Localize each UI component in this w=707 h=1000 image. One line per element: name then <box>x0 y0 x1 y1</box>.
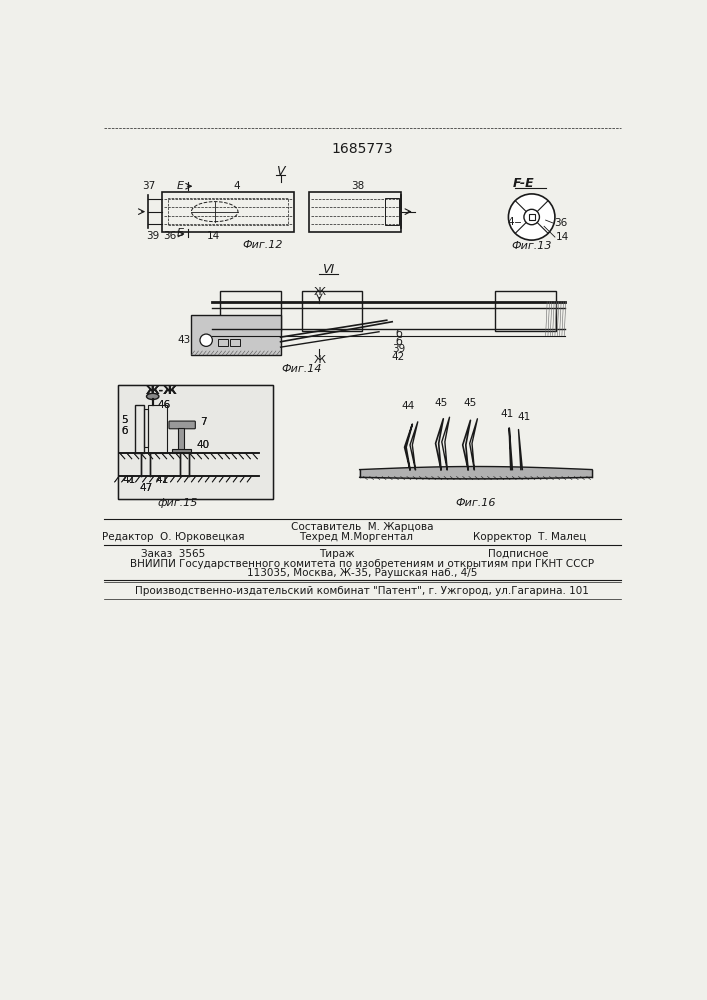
Bar <box>495 291 556 331</box>
Text: 41: 41 <box>501 409 513 419</box>
Bar <box>301 291 362 331</box>
Circle shape <box>508 194 555 240</box>
Bar <box>168 198 288 225</box>
Text: VI: VI <box>322 263 334 276</box>
Text: 43: 43 <box>178 335 191 345</box>
Text: 14: 14 <box>556 232 569 242</box>
Bar <box>135 405 144 453</box>
Bar <box>385 198 399 225</box>
Text: Редактор  О. Юрковецкая: Редактор О. Юрковецкая <box>103 532 245 542</box>
Text: б: б <box>395 329 402 339</box>
Text: 39: 39 <box>146 231 159 241</box>
Bar <box>192 315 281 355</box>
Text: фиг.15: фиг.15 <box>158 498 198 508</box>
Text: Заказ  3565: Заказ 3565 <box>141 549 205 559</box>
Text: 45: 45 <box>434 398 448 408</box>
Text: Фиг.13: Фиг.13 <box>511 241 552 251</box>
Bar <box>144 409 148 447</box>
Text: 113035, Москва, Ж-35, Раушская наб., 4/5: 113035, Москва, Ж-35, Раушская наб., 4/5 <box>247 568 477 578</box>
Text: 41: 41 <box>122 475 135 485</box>
FancyBboxPatch shape <box>169 421 195 429</box>
Text: 14: 14 <box>207 231 221 241</box>
Text: Фиг.16: Фиг.16 <box>455 498 496 508</box>
Text: 38: 38 <box>351 181 365 191</box>
Circle shape <box>200 334 212 346</box>
Text: 36: 36 <box>163 231 176 241</box>
Text: Производственно-издательский комбинат "Патент", г. Ужгород, ул.Гагарина. 101: Производственно-издательский комбинат "П… <box>135 586 589 596</box>
Text: 5: 5 <box>122 415 128 425</box>
Text: 46: 46 <box>158 400 171 410</box>
Text: ВНИИПИ Государственного комитета по изобретениям и открытиям при ГКНТ СССР: ВНИИПИ Государственного комитета по изоб… <box>130 559 594 569</box>
Bar <box>118 385 273 499</box>
Text: 39: 39 <box>392 344 405 354</box>
Text: F-E: F-E <box>513 177 534 190</box>
Bar <box>118 385 273 499</box>
Text: 41: 41 <box>156 475 169 485</box>
FancyBboxPatch shape <box>169 421 195 429</box>
Bar <box>220 291 281 331</box>
Text: 7: 7 <box>200 417 206 427</box>
Text: Корректор  Т. Малец: Корректор Т. Малец <box>474 532 587 542</box>
Bar <box>309 192 401 232</box>
Ellipse shape <box>146 393 159 400</box>
Text: V: V <box>276 165 285 178</box>
Bar <box>148 405 168 453</box>
Text: 47: 47 <box>140 483 153 493</box>
Bar <box>218 339 228 346</box>
Bar <box>144 409 148 447</box>
Bar <box>172 449 191 453</box>
Text: б: б <box>395 337 402 347</box>
Text: Составитель  М. Жарцова: Составитель М. Жарцова <box>291 522 433 532</box>
Text: Тираж: Тираж <box>319 549 354 559</box>
Text: E: E <box>176 228 183 238</box>
Text: 1685773: 1685773 <box>331 142 393 156</box>
Text: 44: 44 <box>402 401 415 411</box>
Text: Фиг.12: Фиг.12 <box>243 240 283 250</box>
Bar <box>178 428 185 450</box>
Text: Фиг.14: Фиг.14 <box>281 364 322 374</box>
Bar <box>148 405 168 453</box>
Bar <box>529 214 534 220</box>
Text: 41: 41 <box>518 412 530 422</box>
Text: 47: 47 <box>140 483 153 493</box>
Text: Ж-Ж: Ж-Ж <box>146 386 178 396</box>
Text: E: E <box>176 181 183 191</box>
Text: 45: 45 <box>464 398 477 408</box>
Text: Ж: Ж <box>313 355 325 365</box>
Bar <box>178 428 185 450</box>
Text: 41: 41 <box>156 475 169 485</box>
Bar <box>135 405 144 453</box>
Text: 41: 41 <box>122 475 135 485</box>
Ellipse shape <box>146 393 159 400</box>
Bar <box>172 449 191 453</box>
Bar <box>162 192 293 232</box>
Bar <box>118 385 273 499</box>
Text: 4: 4 <box>508 217 514 227</box>
Text: 37: 37 <box>142 181 156 191</box>
Text: 40: 40 <box>197 440 210 450</box>
Text: 36: 36 <box>554 218 568 228</box>
Text: Ж: Ж <box>313 287 325 297</box>
Text: 46: 46 <box>158 400 171 410</box>
Text: 5: 5 <box>122 415 128 425</box>
Text: 7: 7 <box>200 417 206 427</box>
Text: 40: 40 <box>197 440 210 450</box>
Text: б: б <box>122 426 128 436</box>
Text: б: б <box>122 426 128 436</box>
Text: 42: 42 <box>392 352 405 362</box>
Bar <box>230 339 240 346</box>
Circle shape <box>524 209 539 225</box>
Text: Подписное: Подписное <box>489 549 549 559</box>
Text: Техред М.Моргентал: Техред М.Моргентал <box>299 532 413 542</box>
Text: 4: 4 <box>234 181 240 191</box>
Text: Ж-Ж: Ж-Ж <box>146 386 178 396</box>
